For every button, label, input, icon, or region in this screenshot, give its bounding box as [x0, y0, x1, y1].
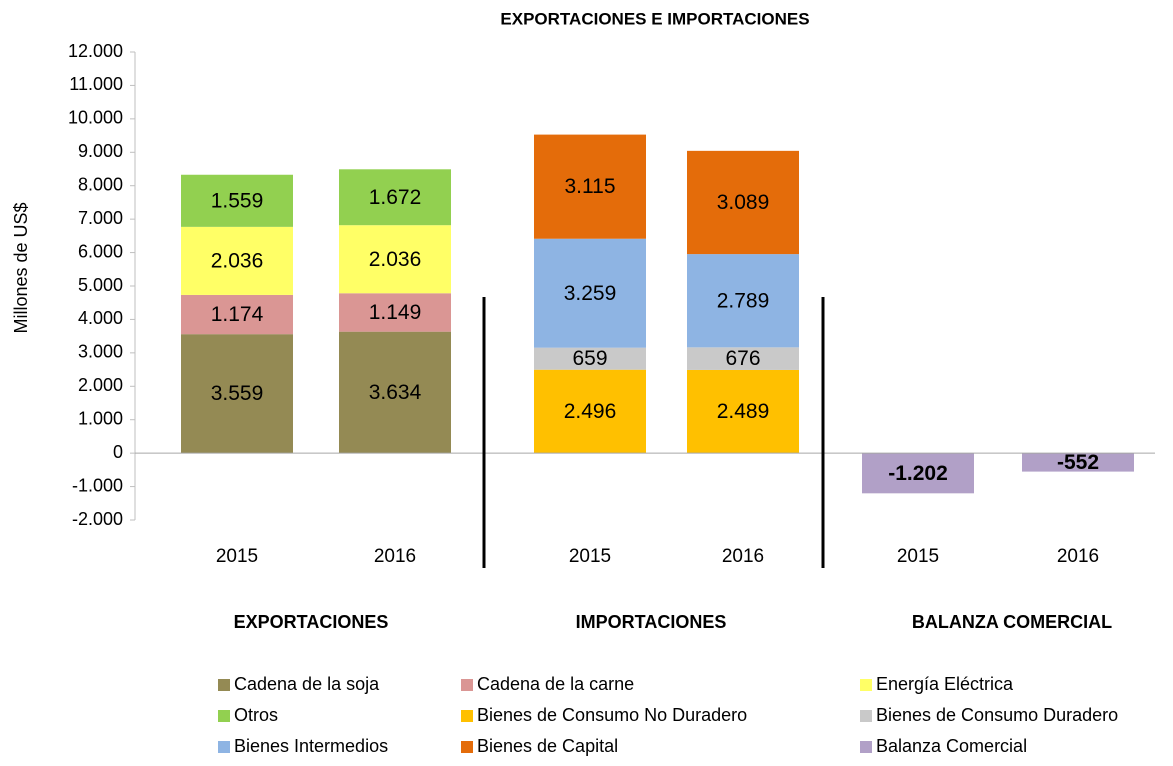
legend-swatch [461, 741, 473, 753]
data-label: 3.089 [717, 191, 770, 214]
bar-segment [862, 453, 974, 494]
bar-segment [1022, 453, 1134, 472]
legend-label: Bienes de Capital [477, 736, 618, 756]
legend-swatch [218, 741, 230, 753]
bar-segment [534, 347, 646, 370]
bar-segment [181, 226, 293, 295]
bar-segment [687, 254, 799, 348]
y-tick-label: 0 [113, 442, 123, 462]
group-label: BALANZA COMERCIAL [912, 612, 1112, 632]
bar-segment [339, 225, 451, 294]
data-label: 659 [572, 347, 607, 370]
legend-label: Cadena de la carne [477, 674, 634, 694]
x-tick-label: 2015 [569, 546, 611, 567]
y-tick-label: 1.000 [78, 408, 123, 428]
legend-swatch [218, 710, 230, 722]
bar-segment [687, 150, 799, 255]
bar-segment [181, 174, 293, 227]
y-axis-label: Millones de US$ [11, 202, 31, 333]
data-label: 3.559 [211, 382, 264, 405]
data-label: 3.634 [369, 381, 422, 404]
bar-segment [339, 331, 451, 454]
legend-label: Bienes Intermedios [234, 736, 388, 756]
legend-label: Bienes de Consumo No Duradero [477, 705, 747, 725]
bar-segment [339, 169, 451, 226]
bar-segment [534, 134, 646, 239]
data-label: 1.559 [211, 189, 264, 212]
legend-swatch [461, 679, 473, 691]
y-tick-label: 2.000 [78, 375, 123, 395]
data-label: -552 [1057, 451, 1099, 474]
legend-label: Bienes de Consumo Duradero [876, 705, 1118, 725]
bar-segment [534, 238, 646, 348]
x-tick-label: 2016 [1057, 546, 1099, 567]
bar-segment [339, 293, 451, 332]
legend-swatch [461, 710, 473, 722]
data-label: -1.202 [888, 462, 948, 485]
x-tick-label: 2015 [897, 546, 939, 567]
group-label: IMPORTACIONES [576, 612, 727, 632]
y-tick-label: 7.000 [78, 208, 123, 228]
data-label: 2.489 [717, 400, 770, 423]
bar-segment [181, 334, 293, 454]
y-tick-label: 6.000 [78, 241, 123, 261]
data-label: 2.036 [211, 249, 264, 272]
data-label: 2.789 [717, 289, 770, 312]
legend-swatch [860, 741, 872, 753]
y-tick-label: 12.000 [68, 41, 123, 61]
y-tick-label: 10.000 [68, 108, 123, 128]
y-tick-label: 4.000 [78, 308, 123, 328]
x-tick-label: 2015 [216, 546, 258, 567]
data-label: 1.672 [369, 186, 422, 209]
data-label: 1.149 [369, 301, 422, 324]
group-label: EXPORTACIONES [234, 612, 389, 632]
y-tick-label: 9.000 [78, 141, 123, 161]
x-tick-label: 2016 [722, 546, 764, 567]
y-tick-label: 8.000 [78, 174, 123, 194]
legend-label: Otros [234, 705, 278, 725]
y-tick-label: 5.000 [78, 275, 123, 295]
bar-segment [534, 369, 646, 454]
data-label: 2.036 [369, 248, 422, 271]
data-label: 1.174 [211, 303, 264, 326]
legend-label: Balanza Comercial [876, 736, 1027, 756]
bar-segment [687, 347, 799, 370]
legend-swatch [860, 710, 872, 722]
y-tick-label: -1.000 [72, 475, 123, 495]
bar-segment [181, 294, 293, 335]
y-tick-label: -2.000 [72, 509, 123, 529]
legend-swatch [218, 679, 230, 691]
legend-label: Cadena de la soja [234, 674, 380, 694]
bar-segment [687, 369, 799, 454]
y-tick-label: 3.000 [78, 342, 123, 362]
chart-title: EXPORTACIONES E IMPORTACIONES [500, 9, 809, 28]
legend-label: Energía Eléctrica [876, 674, 1014, 694]
data-label: 676 [725, 347, 760, 370]
x-tick-label: 2016 [374, 546, 416, 567]
data-label: 3.115 [565, 175, 616, 198]
y-tick-label: 11.000 [69, 74, 123, 94]
legend-swatch [860, 679, 872, 691]
data-label: 2.496 [564, 400, 617, 423]
data-label: 3.259 [564, 282, 617, 305]
